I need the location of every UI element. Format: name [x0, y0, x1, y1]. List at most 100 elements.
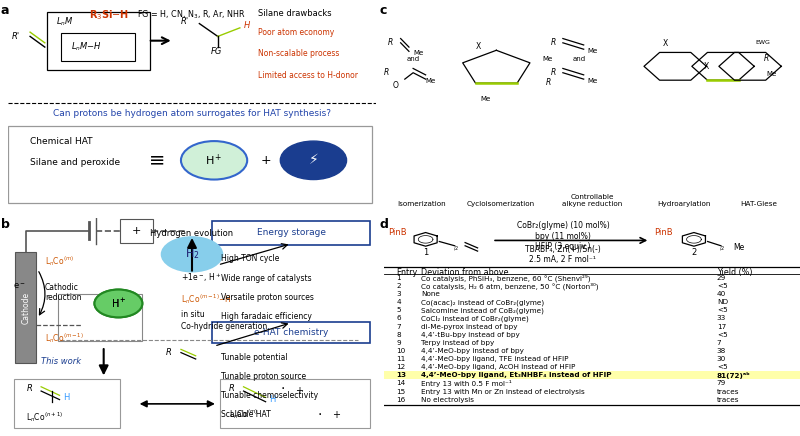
- Text: 2: 2: [691, 248, 697, 257]
- Text: Tunable chemoselectivity: Tunable chemoselectivity: [222, 391, 318, 400]
- Text: $_{/2}$: $_{/2}$: [719, 245, 725, 253]
- Text: 4: 4: [397, 299, 401, 305]
- Text: L$_n$Co$^{(m)}$: L$_n$Co$^{(m)}$: [229, 408, 258, 422]
- Text: e-HAT chemistry: e-HAT chemistry: [254, 328, 329, 337]
- Text: CoCl₂ instead of CoBr₂(glyme): CoCl₂ instead of CoBr₂(glyme): [422, 315, 529, 322]
- Text: e$^-$: e$^-$: [13, 282, 26, 291]
- FancyBboxPatch shape: [212, 221, 370, 245]
- Text: Entry: Entry: [397, 268, 418, 277]
- Text: Me: Me: [766, 72, 777, 77]
- Text: X: X: [663, 39, 669, 48]
- Text: 8: 8: [397, 332, 401, 337]
- Text: L$_n$M$-$H: L$_n$M$-$H: [70, 41, 102, 53]
- Text: 6: 6: [397, 315, 401, 321]
- Text: Cathode: Cathode: [21, 292, 30, 324]
- Text: PinB: PinB: [654, 228, 673, 238]
- Text: $_{/2}$: $_{/2}$: [453, 245, 459, 253]
- Text: <5: <5: [717, 283, 727, 289]
- Text: R: R: [763, 54, 769, 63]
- Text: +: +: [132, 226, 142, 236]
- Text: R: R: [550, 38, 556, 48]
- Text: R: R: [166, 348, 172, 357]
- Text: No electrolysis: No electrolysis: [422, 397, 474, 402]
- Text: Cathodic
reduction: Cathodic reduction: [45, 283, 82, 303]
- Text: L$_n$Co$^{(n+1)}$: L$_n$Co$^{(n+1)}$: [26, 410, 63, 424]
- Text: ND: ND: [717, 299, 728, 305]
- FancyBboxPatch shape: [120, 219, 154, 242]
- Text: Entry 13 with Mn or Zn instead of electrolysis: Entry 13 with Mn or Zn instead of electr…: [422, 388, 585, 395]
- Text: Controllable
alkyne reduction: Controllable alkyne reduction: [562, 194, 622, 208]
- Text: This work: This work: [41, 357, 82, 366]
- Text: Co-hydride generation: Co-hydride generation: [181, 323, 267, 331]
- Text: 17: 17: [717, 324, 726, 330]
- Text: Non-scalable process: Non-scalable process: [258, 49, 340, 58]
- Text: 10: 10: [397, 348, 406, 354]
- Text: TBABF₄, Zn(+)/Sn(-)
2.5 mA, 2 F mol⁻¹: TBABF₄, Zn(+)/Sn(-) 2.5 mA, 2 F mol⁻¹: [525, 245, 601, 264]
- Text: a: a: [1, 4, 9, 17]
- Text: O: O: [392, 81, 398, 90]
- Text: X: X: [703, 62, 709, 71]
- FancyBboxPatch shape: [384, 371, 800, 379]
- Text: 30: 30: [717, 356, 726, 362]
- Text: High TON cycle: High TON cycle: [222, 254, 280, 263]
- Text: Terpy instead of bpy: Terpy instead of bpy: [422, 340, 494, 346]
- Text: EWG: EWG: [755, 40, 770, 45]
- Text: 4,4’-tBu-bpy instead of bpy: 4,4’-tBu-bpy instead of bpy: [422, 332, 520, 337]
- Text: R: R: [26, 385, 32, 393]
- FancyBboxPatch shape: [8, 126, 372, 203]
- Text: R: R: [546, 78, 551, 88]
- Text: 1: 1: [423, 248, 428, 257]
- Circle shape: [280, 141, 346, 180]
- Text: <5: <5: [717, 307, 727, 313]
- Text: Wide range of catalysts: Wide range of catalysts: [222, 273, 312, 283]
- Text: <5: <5: [717, 332, 727, 337]
- Text: 2: 2: [397, 283, 401, 289]
- Text: 33: 33: [717, 315, 726, 321]
- Text: 15: 15: [397, 388, 406, 395]
- Text: Energy storage: Energy storage: [257, 228, 326, 238]
- Text: Scalable HAT: Scalable HAT: [222, 410, 271, 419]
- Text: Yield (%): Yield (%): [717, 268, 752, 277]
- Text: 7: 7: [397, 324, 401, 330]
- Text: d: d: [380, 218, 389, 231]
- Text: 79: 79: [717, 380, 726, 386]
- Text: traces: traces: [717, 397, 739, 402]
- Text: R: R: [388, 38, 394, 48]
- Text: and: and: [406, 56, 420, 62]
- Text: and: and: [573, 56, 586, 62]
- Text: traces: traces: [717, 388, 739, 395]
- FancyBboxPatch shape: [212, 322, 370, 343]
- Text: 13: 13: [397, 372, 406, 378]
- Text: Hydrogen evolution: Hydrogen evolution: [150, 228, 234, 238]
- Text: H$^+$: H$^+$: [110, 297, 126, 310]
- Text: None: None: [422, 291, 440, 297]
- Text: Cycloisomerization: Cycloisomerization: [466, 201, 534, 208]
- Text: L$_n$Co$^{(m-1)}$$-$H: L$_n$Co$^{(m-1)}$$-$H: [181, 292, 232, 306]
- Text: Silane drawbacks: Silane drawbacks: [258, 9, 332, 17]
- Text: 4,4’-MeO-bpy ligand, Et₃NHBF₄ instead of HFIP: 4,4’-MeO-bpy ligand, Et₃NHBF₄ instead of…: [422, 372, 612, 378]
- Circle shape: [161, 236, 223, 272]
- Text: L$_n$Co$^{(m-1)}$: L$_n$Co$^{(m-1)}$: [45, 331, 84, 345]
- Text: Me: Me: [734, 243, 745, 252]
- Text: L$_n$Co$^{(m)}$: L$_n$Co$^{(m)}$: [45, 254, 74, 268]
- Text: H$^+$: H$^+$: [206, 153, 223, 168]
- Text: H: H: [243, 21, 250, 30]
- Text: in situ: in situ: [181, 310, 205, 319]
- Text: Tunable potential: Tunable potential: [222, 353, 288, 361]
- Text: 4,4’-MeO-bpy ligand, TFE instead of HFIP: 4,4’-MeO-bpy ligand, TFE instead of HFIP: [422, 356, 569, 362]
- Circle shape: [94, 290, 142, 317]
- Text: di-Me-pyrox instead of bpy: di-Me-pyrox instead of bpy: [422, 324, 518, 330]
- Text: Me: Me: [426, 78, 436, 84]
- Text: High faradaic efficiency: High faradaic efficiency: [222, 312, 312, 321]
- FancyBboxPatch shape: [62, 33, 135, 61]
- Text: +: +: [295, 386, 303, 396]
- Text: Me: Me: [481, 95, 491, 102]
- Text: ⚡: ⚡: [309, 153, 318, 167]
- Text: 7: 7: [717, 340, 722, 346]
- FancyBboxPatch shape: [46, 12, 150, 69]
- Circle shape: [94, 290, 142, 317]
- Text: ·: ·: [317, 408, 322, 422]
- Text: R': R': [12, 32, 20, 41]
- Text: X: X: [476, 42, 482, 51]
- Text: HAT-Giese: HAT-Giese: [740, 201, 777, 208]
